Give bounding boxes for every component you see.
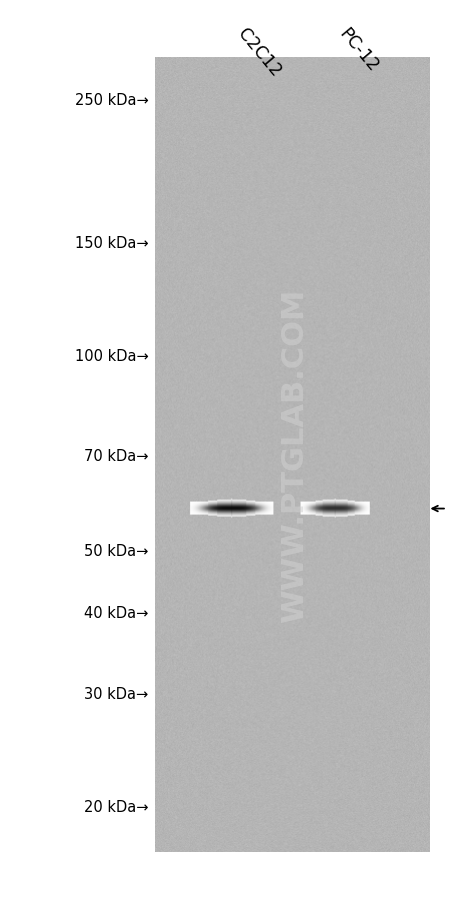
Text: 100 kDa→: 100 kDa→ [75,349,148,364]
Text: 40 kDa→: 40 kDa→ [84,605,148,621]
Text: 30 kDa→: 30 kDa→ [84,686,148,701]
Text: PC-12: PC-12 [335,24,382,75]
Text: 70 kDa→: 70 kDa→ [84,449,148,464]
Text: WWW.PTGLAB.COM: WWW.PTGLAB.COM [280,289,309,622]
Text: 50 kDa→: 50 kDa→ [84,543,148,558]
Text: 20 kDa→: 20 kDa→ [84,799,148,815]
Text: C2C12: C2C12 [234,24,284,80]
Text: 150 kDa→: 150 kDa→ [75,235,148,251]
Text: 250 kDa→: 250 kDa→ [75,93,148,107]
